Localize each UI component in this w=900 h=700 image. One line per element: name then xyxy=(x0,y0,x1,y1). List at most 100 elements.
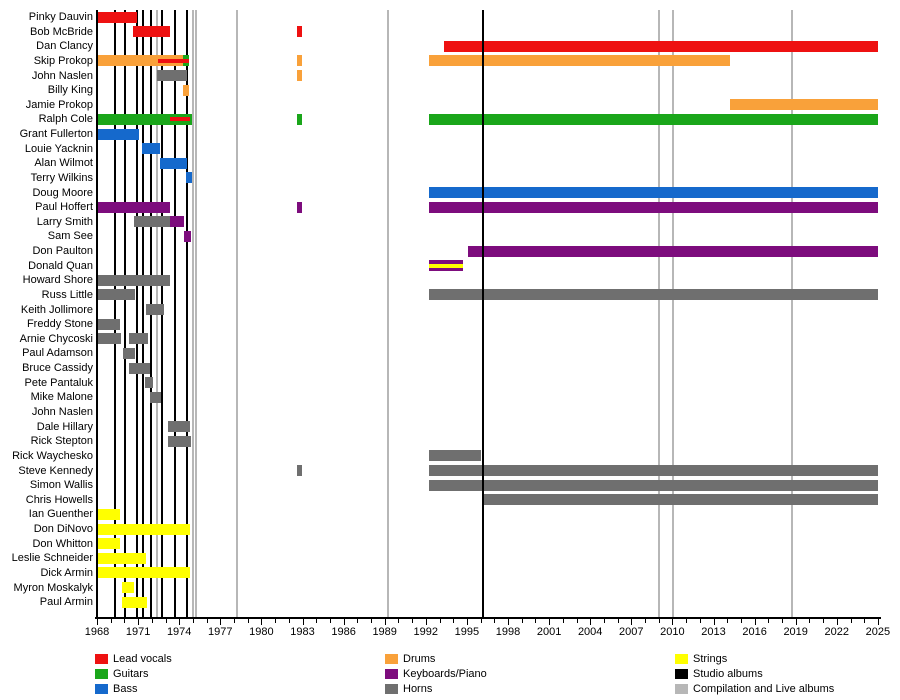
member-name-label: Don DiNovo xyxy=(33,523,93,536)
axis-tick xyxy=(138,619,140,625)
axis-tick-label: 2025 xyxy=(865,626,891,638)
axis-tick xyxy=(316,619,318,623)
axis-tick xyxy=(220,619,222,625)
membership-bar-strings xyxy=(122,596,147,608)
legend-swatch-horns xyxy=(385,684,398,694)
member-name-label: Don Whitton xyxy=(32,537,93,550)
axis-tick xyxy=(782,619,783,623)
axis-tick xyxy=(275,619,277,623)
membership-bar-drums xyxy=(297,70,302,82)
axis-tick xyxy=(658,619,660,623)
secondary-role-stripe-lead_vocals xyxy=(170,117,191,122)
member-name-label: Donald Quan xyxy=(28,259,93,272)
axis-tick xyxy=(713,619,715,625)
member-name-label: Bob McBride xyxy=(30,25,93,38)
membership-bar-horns xyxy=(428,450,481,462)
studio-album-line xyxy=(113,10,116,617)
axis-tick xyxy=(371,619,372,623)
member-name-label: Arnie Chycoski xyxy=(19,332,93,345)
axis-tick xyxy=(302,619,304,625)
axis-tick-label: 1998 xyxy=(495,626,521,638)
membership-bar-horns xyxy=(157,70,188,82)
member-name-label: Larry Smith xyxy=(36,215,93,228)
membership-bar-horns xyxy=(168,435,191,447)
axis-tick xyxy=(590,619,592,625)
legend-swatch-compilation xyxy=(675,684,688,694)
membership-bar-strings xyxy=(97,523,191,535)
member-name-label: Alan Wilmot xyxy=(34,157,93,170)
membership-bar-horns xyxy=(97,289,136,301)
membership-bar-horns xyxy=(297,465,302,477)
membership-bar-horns xyxy=(146,304,165,316)
membership-bar-horns xyxy=(128,362,150,374)
legend-label-keyboards: Keyboards/Piano xyxy=(403,668,487,680)
axis-tick xyxy=(192,619,194,623)
member-name-label: Pete Pantaluk xyxy=(24,376,94,389)
studio-album-line xyxy=(135,10,138,617)
axis-tick xyxy=(261,619,263,625)
membership-bar-drums xyxy=(97,55,184,67)
membership-bar-strings xyxy=(122,582,134,594)
axis-tick xyxy=(453,619,455,623)
membership-bar-guitars xyxy=(297,113,302,125)
member-name-label: Paul Armin xyxy=(39,596,93,609)
member-name-label: John Naslen xyxy=(31,69,93,82)
axis-tick xyxy=(727,619,729,623)
axis-tick-label: 2019 xyxy=(783,626,808,638)
member-name-label: Ian Guenther xyxy=(28,508,93,521)
axis-tick xyxy=(864,619,866,623)
membership-bar-strings xyxy=(97,552,147,564)
membership-bar-horns xyxy=(168,421,191,433)
membership-bar-drums xyxy=(428,55,730,67)
axis-tick-label: 1977 xyxy=(208,626,233,638)
member-name-label: Bruce Cassidy xyxy=(22,362,93,375)
compilation-album-line xyxy=(195,10,198,617)
membership-bar-lead_vocals xyxy=(443,40,878,52)
legend-swatch-lead_vocals xyxy=(95,654,108,664)
studio-album-line xyxy=(124,10,127,617)
axis-tick xyxy=(645,619,646,623)
legend-swatch-guitars xyxy=(95,669,108,679)
member-name-label: Rick Stepton xyxy=(30,435,93,448)
studio-album-line xyxy=(174,10,177,617)
legend-label-studio: Studio albums xyxy=(693,668,763,680)
member-name-label: Russ Little xyxy=(41,288,93,301)
membership-bar-keyboards xyxy=(97,201,171,213)
axis-tick xyxy=(110,619,112,623)
compilation-album-line xyxy=(387,10,390,617)
axis-tick-label: 1974 xyxy=(166,626,192,638)
member-name-label: Terry Wilkins xyxy=(30,171,93,184)
axis-tick xyxy=(686,619,688,623)
axis-tick-label: 1983 xyxy=(290,626,315,638)
member-name-label: Paul Hoffert xyxy=(35,201,93,214)
legend-swatch-keyboards xyxy=(385,669,398,679)
axis-tick xyxy=(384,619,386,625)
legend-label-bass: Bass xyxy=(113,683,138,695)
membership-bar-horns xyxy=(149,391,162,403)
axis-tick-label: 2010 xyxy=(660,626,685,638)
member-name-label: Louie Yacknin xyxy=(24,142,93,155)
axis-tick-label: 2016 xyxy=(742,626,767,638)
member-name-label: Freddy Stone xyxy=(26,318,93,331)
axis-tick xyxy=(672,619,674,625)
membership-bar-bass xyxy=(186,172,193,184)
member-name-label: Rick Waychesko xyxy=(12,449,93,462)
member-name-label: Paul Adamson xyxy=(22,347,93,360)
axis-tick xyxy=(234,619,235,623)
axis-tick-label: 1986 xyxy=(331,626,356,638)
membership-bar-horns xyxy=(428,289,878,301)
membership-bar-guitars xyxy=(97,113,193,125)
member-name-label: Sam See xyxy=(47,230,93,243)
membership-bar-strings xyxy=(97,538,121,550)
axis-tick-label: 1971 xyxy=(125,626,151,638)
axis-tick xyxy=(850,619,852,623)
studio-album-line xyxy=(141,10,144,617)
axis-tick xyxy=(425,619,427,625)
membership-bar-horns xyxy=(133,216,171,228)
axis-tick-label: 2022 xyxy=(824,626,850,638)
legend-label-drums: Drums xyxy=(403,653,436,665)
axis-tick xyxy=(165,619,167,623)
member-name-label: Mike Malone xyxy=(30,391,93,404)
membership-bar-bass xyxy=(428,187,878,199)
legend-label-strings: Strings xyxy=(693,653,728,665)
